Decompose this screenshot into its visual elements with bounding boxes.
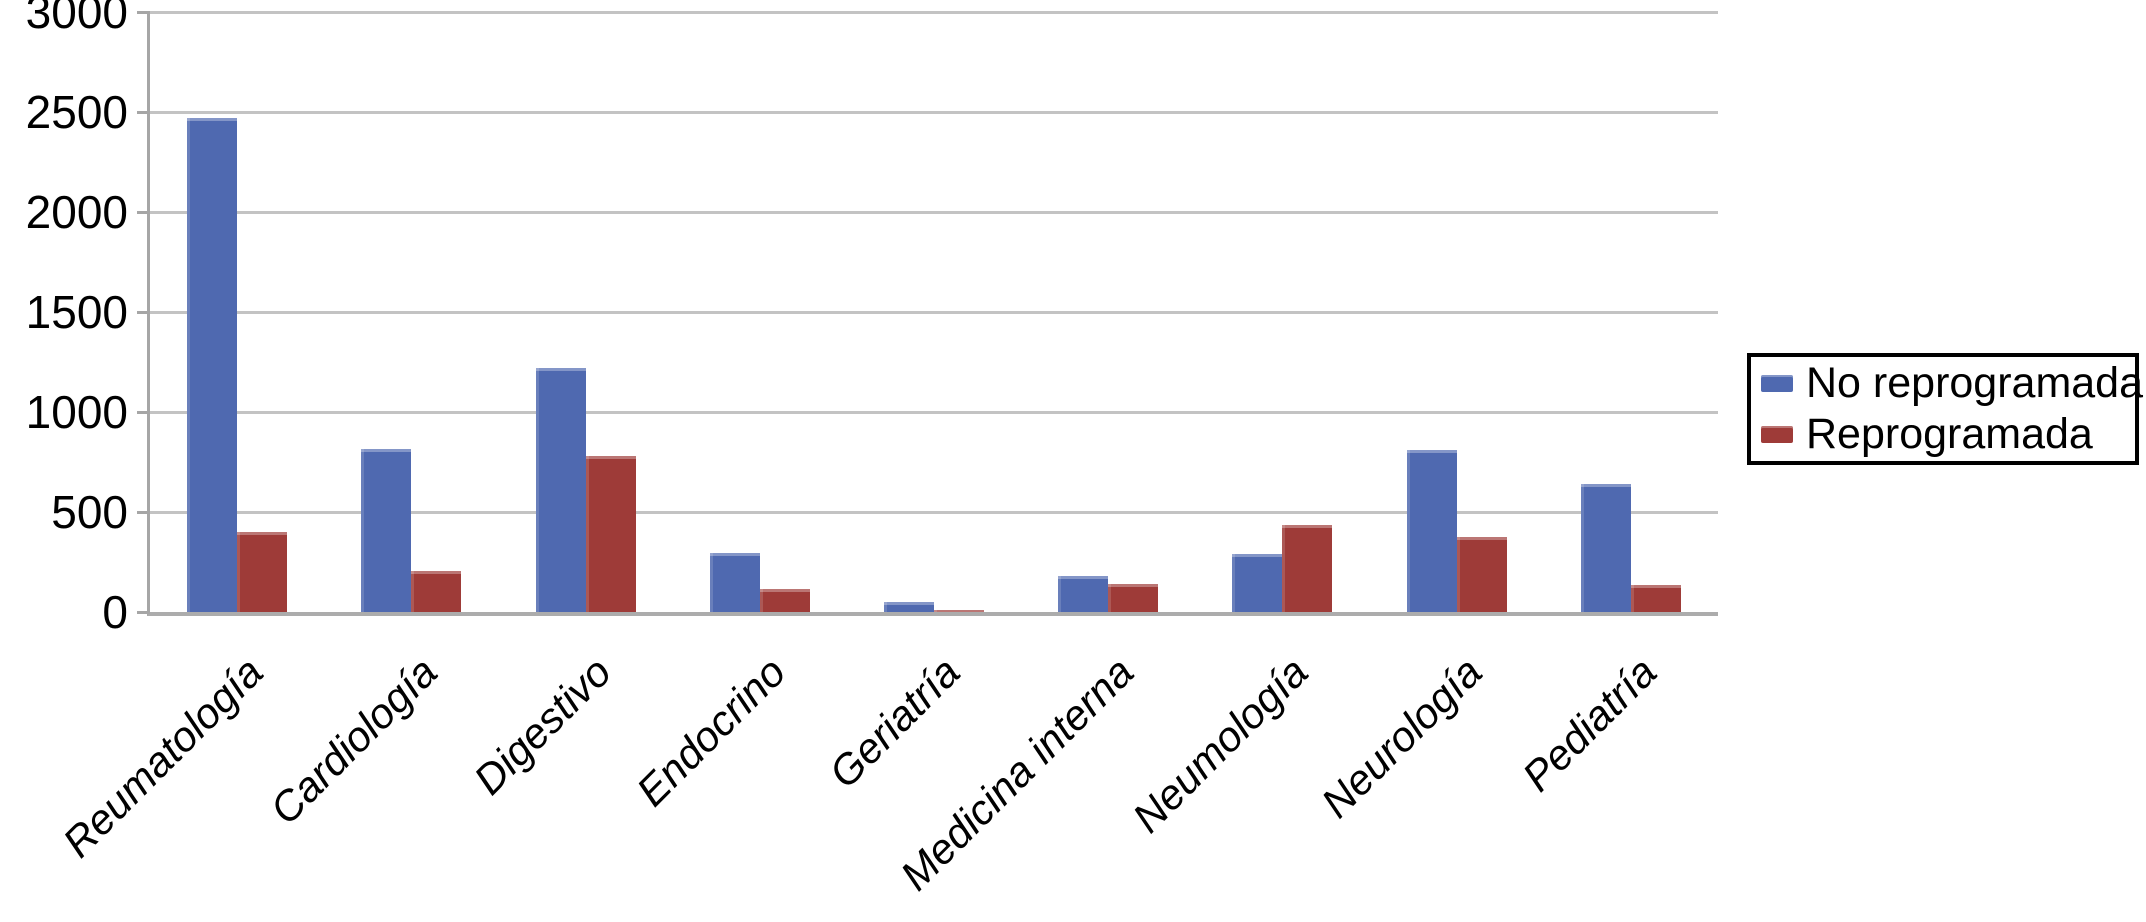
gridline <box>150 311 1718 314</box>
gridline <box>150 111 1718 114</box>
x-axis-category-label: Reumatología <box>53 648 272 867</box>
bar <box>585 456 636 612</box>
bar <box>1282 525 1333 612</box>
bar <box>361 449 412 612</box>
x-axis-category-label: Geriatría <box>819 648 969 797</box>
bar <box>1456 537 1507 612</box>
bar <box>411 571 462 612</box>
bar <box>535 368 586 612</box>
x-axis-category-label: Digestivo <box>464 648 620 804</box>
y-axis-tick <box>137 211 150 214</box>
bar-group <box>498 12 672 612</box>
bar-group <box>1544 12 1718 612</box>
y-axis-tick <box>137 111 150 114</box>
bar <box>1108 584 1159 612</box>
y-axis-tick-label: 500 <box>51 486 128 538</box>
bar <box>1580 484 1631 612</box>
plot-area <box>137 11 1718 616</box>
y-axis-tick <box>137 511 150 514</box>
bar <box>1630 585 1681 612</box>
bar <box>187 118 238 612</box>
x-axis-category-label: Neurología <box>1312 648 1491 827</box>
bar <box>759 589 810 612</box>
legend-label: Reprogramada <box>1806 410 2093 458</box>
y-axis-tick <box>137 611 150 614</box>
gridline <box>150 411 1718 414</box>
x-axis-category-label: Neumología <box>1123 648 1317 842</box>
bar-group <box>1370 12 1544 612</box>
y-axis-tick-label: 2500 <box>25 86 128 138</box>
legend-item: No reprogramada <box>1761 360 2143 407</box>
legend-label: No reprogramada <box>1806 359 2144 407</box>
x-axis-category-label: Pediatría <box>1513 648 1666 801</box>
gridline <box>150 211 1718 214</box>
gridline <box>150 511 1718 514</box>
y-axis-tick <box>137 311 150 314</box>
bar-group <box>847 12 1021 612</box>
bar-groups <box>150 12 1718 612</box>
y-axis-tick-label: 3000 <box>25 0 128 38</box>
legend-swatch-icon <box>1761 426 1793 443</box>
bar <box>883 602 934 612</box>
bar-group <box>1195 12 1369 612</box>
y-axis-tick-label: 1000 <box>25 386 128 438</box>
bar-group <box>673 12 847 612</box>
y-axis-tick-label: 2000 <box>25 186 128 238</box>
bar <box>1232 554 1283 612</box>
bar-group <box>1021 12 1195 612</box>
y-axis-tick <box>137 411 150 414</box>
bar-group <box>150 12 324 612</box>
bar <box>933 610 984 612</box>
legend: No reprogramada Reprogramada <box>1747 353 2143 465</box>
y-axis-tick <box>137 11 150 14</box>
x-axis-category-label: Cardiología <box>260 648 446 834</box>
bar <box>237 532 288 612</box>
bar-group <box>324 12 498 612</box>
x-axis-category-label: Endocrino <box>627 648 795 815</box>
y-axis-tick-label: 1500 <box>25 286 128 338</box>
bar <box>709 553 760 612</box>
legend-swatch-icon <box>1761 375 1793 392</box>
gridline <box>150 11 1718 14</box>
y-axis-tick-label: 0 <box>102 586 128 638</box>
legend-item: Reprogramada <box>1761 411 2125 458</box>
bar <box>1058 576 1109 612</box>
bar <box>1406 450 1457 612</box>
